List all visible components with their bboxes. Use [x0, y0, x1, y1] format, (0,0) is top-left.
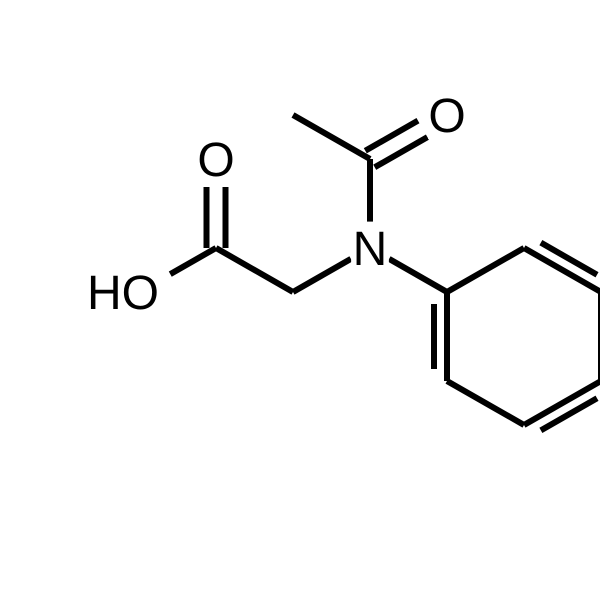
atom-label: N [353, 223, 388, 276]
atom-label: HO [87, 267, 159, 320]
atom-label: O [428, 90, 465, 143]
atom-label: O [197, 134, 234, 187]
chemical-structure: O N O HO [0, 0, 600, 600]
